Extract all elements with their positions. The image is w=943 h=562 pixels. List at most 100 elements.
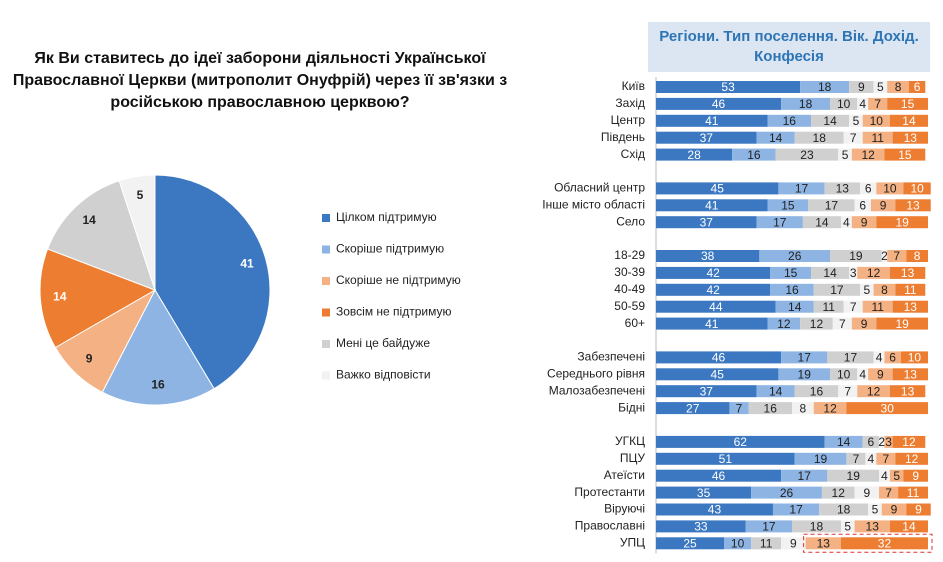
bar-segment — [884, 351, 901, 364]
bar-value-label: 9 — [861, 215, 868, 229]
legend-swatch — [322, 277, 330, 285]
bar-value-label: 9 — [891, 503, 898, 517]
bar-value-label: 43 — [708, 503, 722, 517]
bar-value-label: 9 — [912, 469, 919, 483]
bar-value-label: 5 — [877, 80, 884, 94]
category-label: Обласний центр — [554, 181, 645, 195]
bar-segment — [656, 385, 757, 398]
bar-value-label: 11 — [871, 300, 884, 314]
bar-value-label: 5 — [863, 283, 870, 297]
bar-value-label: 17 — [762, 520, 776, 534]
category-label: Центр — [611, 113, 646, 127]
bar-value-label: 4 — [859, 367, 866, 381]
bar-segment — [857, 97, 869, 110]
bar-segment — [756, 216, 803, 229]
bar-value-label: 8 — [914, 249, 921, 263]
bar-value-label: 12 — [777, 317, 791, 331]
bar-value-label: 53 — [721, 80, 735, 94]
bar-segment — [781, 97, 831, 110]
bar-value-label: 6 — [914, 80, 921, 94]
bar-segment — [840, 520, 855, 533]
bar-value-label: 5 — [853, 114, 860, 128]
pie-slice — [101, 288, 215, 406]
bar-value-label: 26 — [780, 486, 794, 500]
bar-value-label: 9 — [880, 198, 887, 212]
bar-value-label: 45 — [711, 182, 725, 196]
bar-value-label: 44 — [709, 300, 723, 314]
bar-value-label: 14 — [837, 435, 851, 449]
bar-value-label: 37 — [700, 215, 714, 229]
bar-segment — [838, 385, 858, 398]
bar-segment — [903, 469, 928, 482]
bar-segment — [656, 216, 757, 229]
bar-segment — [857, 385, 890, 398]
bar-segment — [838, 148, 852, 161]
bar-value-label: 7 — [736, 401, 743, 415]
bar-value-label: 13 — [836, 182, 850, 196]
bar-value-label: 6 — [865, 182, 872, 196]
bar-value-label: 25 — [683, 536, 697, 550]
bar-segment — [879, 435, 885, 448]
bar-value-label: 7 — [850, 131, 857, 145]
bar-segment — [656, 537, 724, 550]
bar-value-label: 10 — [837, 97, 851, 111]
bar-value-label: 13 — [901, 384, 915, 398]
bar-segment — [889, 520, 928, 533]
bar-segment — [876, 216, 928, 229]
bar-value-label: 18 — [837, 503, 851, 517]
bar-segment — [802, 216, 841, 229]
bar-value-label: 18 — [818, 80, 832, 94]
bar-value-label: 10 — [910, 182, 924, 196]
bar-value-label: 14 — [902, 520, 916, 534]
bar-segment — [862, 435, 880, 448]
bar-value-label: 9 — [877, 367, 884, 381]
bar-segment — [775, 148, 839, 161]
bar-segment — [656, 182, 779, 195]
legend-swatch — [322, 371, 330, 380]
bar-value-label: 14 — [788, 300, 802, 314]
pie-slice — [118, 174, 156, 291]
bar-value-label: 62 — [734, 435, 748, 449]
bar-segment — [729, 402, 749, 415]
bar-segment — [892, 435, 926, 448]
bar-value-label: 15 — [898, 148, 912, 162]
bar-value-label: 14 — [769, 384, 783, 398]
bar-value-label: 11 — [822, 300, 835, 314]
bar-segment — [808, 199, 855, 212]
bar-segment — [892, 131, 928, 144]
bar-value-label: 17 — [798, 469, 812, 483]
bar-value-label: 14 — [815, 215, 829, 229]
bar-value-label: 2 — [881, 249, 888, 263]
bar-value-label: 14 — [769, 131, 783, 145]
bar-segment — [879, 469, 890, 482]
bar-value-label: 16 — [785, 283, 799, 297]
bar-segment — [656, 452, 795, 465]
category-label: Середнього рівня — [547, 366, 645, 380]
bar-segment — [656, 368, 779, 381]
bar-value-label: 3 — [885, 435, 892, 449]
bar-value-label: 19 — [847, 469, 861, 483]
bar-value-label: 13 — [906, 198, 920, 212]
category-label: Київ — [622, 79, 645, 93]
legend-swatch — [322, 340, 330, 348]
bar-segment — [887, 81, 909, 93]
bar-value-label: 11 — [904, 283, 917, 297]
bar-value-label: 18 — [810, 520, 824, 534]
bar-value-label: 5 — [872, 503, 879, 517]
legend-label: Важко відповісти — [336, 368, 431, 382]
bar-segment — [656, 435, 825, 448]
bar-value-label: 4 — [843, 215, 850, 229]
bar-value-label: 15 — [781, 198, 795, 212]
bar-segment — [656, 199, 768, 212]
bar-value-label: 41 — [705, 317, 719, 331]
bar-value-label: 26 — [788, 249, 802, 263]
bar-value-label: 45 — [711, 367, 725, 381]
bar-segment — [813, 402, 847, 415]
bar-segment — [811, 114, 850, 127]
bar-value-label: 9 — [863, 486, 870, 500]
bar-segment — [854, 199, 871, 212]
legend-label: Зовсім не підтримую — [336, 305, 451, 319]
bar-value-label: 4 — [876, 351, 883, 365]
bar-value-label: 8 — [881, 283, 888, 297]
